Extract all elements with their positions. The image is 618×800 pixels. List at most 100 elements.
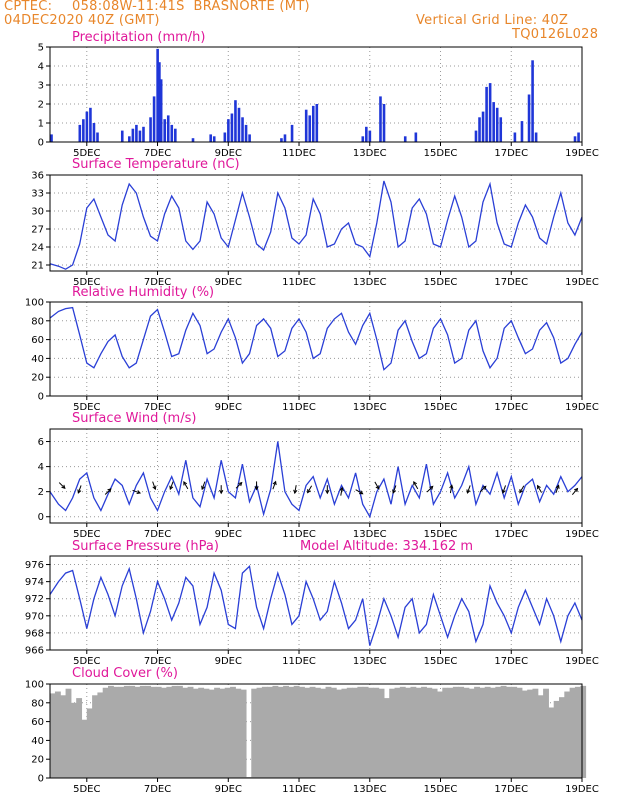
y-tick-label: 24 <box>31 243 44 254</box>
precip-bar <box>311 105 315 142</box>
y-tick-label: 100 <box>25 680 44 691</box>
cloud-bar <box>102 687 109 778</box>
x-tick-label: 9DEC <box>215 529 242 540</box>
cloud-bar <box>118 686 125 778</box>
precip-bar <box>488 83 492 142</box>
cloud-bar <box>431 688 438 778</box>
wind-vector <box>235 482 243 489</box>
cloud-bar <box>505 686 512 778</box>
cloud-bar <box>161 687 167 778</box>
cloud-bar <box>50 693 56 778</box>
cloud-bar <box>527 689 534 778</box>
cloud-bar <box>357 686 364 778</box>
x-tick-label: 7DEC <box>144 402 171 413</box>
precip-bar <box>212 136 216 142</box>
wind-vector <box>307 485 313 493</box>
cloud-bar <box>367 687 374 778</box>
cloud-bar <box>452 686 459 778</box>
cloud-bar <box>277 686 284 778</box>
wind-vector <box>152 481 156 490</box>
wind-vector <box>169 481 174 490</box>
precip-bar <box>82 119 85 142</box>
x-tick-label: 5DEC <box>73 784 100 795</box>
cloud-bar <box>54 691 61 778</box>
wind-vector-head <box>519 489 524 494</box>
x-tick-label: 17DEC <box>494 784 528 795</box>
x-tick-label: 13DEC <box>353 656 387 667</box>
panel-title: Surface Wind (m/s) <box>72 411 196 426</box>
cloud-bar <box>463 687 470 778</box>
precip-bar <box>89 107 92 142</box>
x-tick-label: 5DEC <box>73 277 100 288</box>
precip-bar <box>92 123 96 142</box>
cloud-bar <box>219 688 226 778</box>
y-tick-label: 36 <box>31 171 44 182</box>
cloud-bar <box>532 688 539 778</box>
precip-bar <box>382 104 386 142</box>
cloud-bar <box>97 692 104 778</box>
cloud-bar <box>490 687 496 778</box>
x-tick-label: 15DEC <box>424 529 458 540</box>
wind-vector <box>374 481 380 490</box>
precip-bar <box>156 48 159 142</box>
wind-vector-head <box>501 489 506 494</box>
precip-bar <box>365 126 368 142</box>
wind-vector-head <box>107 488 112 493</box>
cloud-bar <box>65 688 72 778</box>
cloud-bar <box>399 686 406 778</box>
cloud-bar <box>129 685 136 778</box>
precip-bar <box>304 109 308 142</box>
precip-bar <box>85 111 89 142</box>
cloud-bar <box>362 686 369 778</box>
x-tick-label: 17DEC <box>494 402 528 413</box>
wind-vector-head <box>339 486 344 492</box>
cloud-bar <box>341 688 348 778</box>
wind-vector-head <box>375 485 380 490</box>
x-tick-label: 19DEC <box>565 277 599 288</box>
precip-bar <box>534 132 538 142</box>
panel-frame <box>49 428 583 524</box>
precip-bar <box>481 111 485 142</box>
cloud-bar <box>479 687 486 778</box>
x-tick-label: 7DEC <box>144 656 171 667</box>
precip-bar <box>520 121 524 142</box>
cloud-bar <box>283 685 289 778</box>
panel-frame <box>49 301 583 397</box>
y-tick-label: 966 <box>25 646 44 657</box>
precip-bar <box>283 134 287 142</box>
precip-bar <box>414 132 418 142</box>
wind-vector <box>294 485 297 494</box>
cloud-bar <box>436 691 443 778</box>
x-tick-label: 11DEC <box>282 784 316 795</box>
cloud-bar <box>208 689 215 778</box>
y-tick-label: 4 <box>38 62 44 73</box>
wind-vector-head <box>77 489 82 494</box>
y-tick-label: 3 <box>38 81 44 92</box>
panel-annotation: Model Altitude: 334.162 m <box>300 539 473 554</box>
y-tick-label: 2 <box>38 100 44 111</box>
wind-vector-head <box>201 485 206 491</box>
y-tick-label: 0 <box>38 512 44 523</box>
precip-bar <box>527 94 531 142</box>
x-tick-label: 17DEC <box>494 148 528 159</box>
wind-vector <box>272 481 277 490</box>
x-tick-label: 5DEC <box>73 148 100 159</box>
cloud-bar <box>325 686 332 778</box>
precip-bar <box>128 136 131 142</box>
wind-vector <box>201 481 206 490</box>
cloud-bar <box>261 686 268 778</box>
header-source: CPTEC: <box>4 0 53 14</box>
header-location: 058:08W-11:41S BRASNORTE (MT) <box>72 0 310 14</box>
x-tick-label: 9DEC <box>215 148 242 159</box>
y-tick-label: 33 <box>31 189 44 200</box>
precip-bar <box>142 126 145 142</box>
panel-title: Surface Temperature (nC) <box>72 157 240 172</box>
y-tick-label: 6 <box>38 437 44 448</box>
panel-title: Precipitation (mm/h) <box>72 30 205 45</box>
y-tick-label: 976 <box>25 560 44 571</box>
wind-vector-head <box>359 490 364 495</box>
cloud-bar <box>235 688 242 778</box>
y-tick-label: 5 <box>38 43 44 54</box>
panel-title: Cloud Cover (%) <box>72 666 178 681</box>
